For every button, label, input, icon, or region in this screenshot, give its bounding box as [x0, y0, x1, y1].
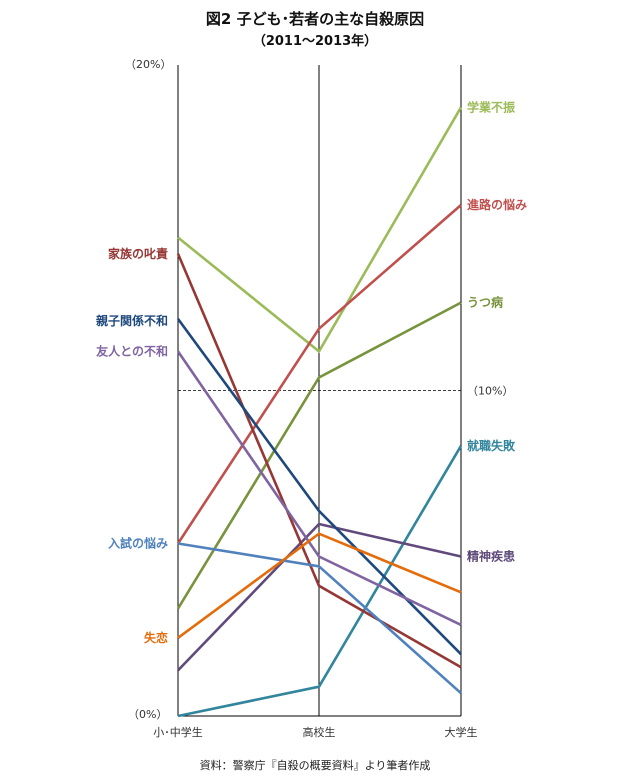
x-category-3: 大学生 [445, 725, 478, 739]
series-line-2 [176, 204, 462, 545]
left-label-4: 入試の悩み [108, 535, 168, 550]
right-label-2: 進路の悩み [467, 197, 527, 212]
right-label-1: 学業不振 [467, 99, 515, 114]
series-line-6 [176, 253, 462, 669]
series-line-3 [176, 301, 462, 610]
x-category-2: 高校生 [303, 725, 336, 739]
right-label-4: 就職失敗 [467, 438, 516, 453]
source-note: 資料：警察庁『自殺の概要資料』より筆者作成 [199, 759, 431, 772]
series-line-7 [176, 318, 462, 656]
right-label-3: うつ病 [467, 295, 503, 310]
right-label-5: 精神疾患 [467, 549, 515, 564]
tick-labels: （0%） （10%） （20%） 小･中学生 高校生 大学生 [125, 58, 513, 739]
y-tick-20: （20%） [125, 58, 171, 71]
series-line-8 [176, 350, 462, 627]
series-line-5 [177, 522, 462, 672]
series-line-10 [177, 532, 462, 639]
chart-title: 図2 子ども･若者の主な自殺原因 [205, 10, 425, 28]
series-line-1 [177, 106, 463, 354]
y-tick-10: （10%） [467, 385, 513, 398]
chart-subtitle: （2011～2013年） [252, 34, 378, 49]
axes-group [177, 65, 462, 717]
series-lines [176, 106, 463, 718]
series-line-4 [177, 445, 463, 718]
left-label-2: 親子関係不和 [96, 313, 168, 328]
left-label-1: 家族の叱責 [108, 246, 168, 261]
x-category-1: 小･中学生 [153, 725, 203, 739]
y-tick-0: （0%） [128, 708, 167, 721]
left-label-5: 失恋 [144, 630, 168, 645]
series-line-9 [177, 542, 462, 695]
left-label-3: 友人との不和 [95, 343, 168, 358]
